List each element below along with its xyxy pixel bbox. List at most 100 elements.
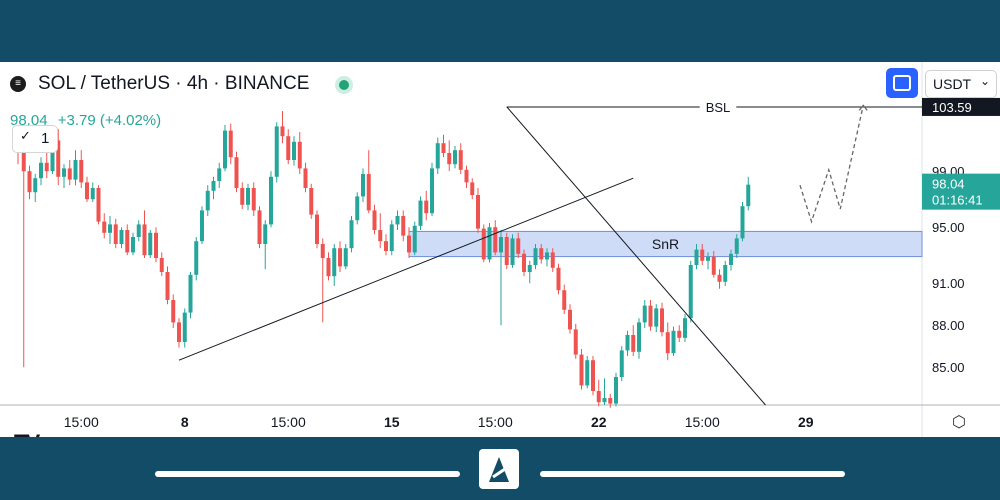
- candle: [297, 132, 302, 174]
- brand-logo: [479, 449, 519, 489]
- candle: [665, 322, 670, 361]
- candle: [102, 213, 107, 239]
- candle-body: [504, 237, 509, 265]
- bsl-label-bg: [699, 98, 737, 116]
- candle-body: [487, 227, 492, 260]
- candle: [33, 174, 38, 202]
- candle: [464, 165, 469, 188]
- x-tick-label: 8: [181, 414, 189, 430]
- candle-body: [79, 160, 84, 183]
- candle: [401, 210, 406, 242]
- candle-body: [568, 309, 572, 330]
- y-tick-label: 95.00: [932, 220, 965, 235]
- symbol-title[interactable]: SOL / TetherUS · 4h · BINANCE: [38, 73, 310, 94]
- candle-body: [711, 256, 716, 275]
- candlestick-chart[interactable]: SnRBSL85.0088.0091.0095.0099.00103.5998.…: [0, 62, 1000, 437]
- candle-body: [510, 238, 515, 265]
- candle-body: [343, 248, 348, 267]
- candle-body: [412, 225, 417, 253]
- top-band: [0, 0, 1000, 62]
- candle: [516, 232, 521, 258]
- candle: [211, 176, 216, 200]
- candle: [56, 129, 61, 186]
- candle: [177, 318, 181, 348]
- candle: [424, 190, 429, 221]
- currency-select[interactable]: USDT ⌄: [925, 70, 997, 98]
- bsl-label: BSL: [706, 100, 731, 115]
- candle: [136, 220, 141, 242]
- settings-icon[interactable]: ⬡: [952, 414, 966, 431]
- candle-body: [315, 214, 319, 244]
- y-tick-label: 91.00: [932, 276, 965, 291]
- candle-body: [395, 216, 400, 225]
- candle-body: [177, 322, 181, 342]
- candle-body: [688, 265, 693, 319]
- candle-body: [33, 178, 38, 193]
- candle-body: [447, 153, 452, 165]
- candle: [527, 260, 532, 284]
- candle-body: [573, 329, 578, 355]
- candle-body: [338, 248, 342, 267]
- candle: [355, 192, 360, 225]
- legend-collapse-button[interactable]: ✓ 1: [12, 125, 58, 153]
- candle-body: [579, 354, 584, 386]
- candle-body: [734, 238, 739, 254]
- bsl-price-tag-text: 103.59: [932, 100, 972, 115]
- candle-body: [401, 216, 406, 236]
- candle-body: [516, 238, 521, 254]
- candle-body: [458, 150, 463, 170]
- candle: [194, 237, 199, 281]
- indicator-count: 1: [41, 130, 50, 147]
- candle-body: [418, 200, 423, 226]
- candle: [746, 176, 751, 211]
- x-tick-label: 15:00: [64, 414, 99, 430]
- candle-body: [136, 224, 141, 237]
- candle: [579, 349, 584, 390]
- trendline: [178, 177, 634, 361]
- candle: [706, 252, 710, 270]
- candle-body: [142, 224, 147, 256]
- candle: [361, 168, 365, 202]
- candle-body: [384, 241, 388, 251]
- candle: [113, 218, 118, 249]
- candle: [338, 241, 342, 272]
- candle-body: [182, 312, 187, 342]
- candle-body: [660, 308, 664, 333]
- candle: [286, 129, 291, 165]
- candle-body: [39, 162, 43, 179]
- candle: [671, 326, 676, 356]
- candle-body: [320, 244, 325, 258]
- candle-body: [631, 335, 636, 352]
- candle-body: [108, 224, 112, 233]
- candle-body: [67, 168, 72, 180]
- candle: [378, 213, 383, 249]
- candle-body: [700, 249, 705, 261]
- candle: [481, 224, 486, 263]
- candle-body: [148, 232, 153, 256]
- candle: [79, 150, 84, 188]
- candle-body: [297, 141, 302, 169]
- candle: [504, 232, 509, 270]
- candle: [27, 165, 32, 200]
- candle-body: [73, 160, 78, 180]
- candle-body: [228, 130, 233, 158]
- candle-body: [188, 274, 193, 313]
- fullscreen-button[interactable]: [886, 68, 918, 98]
- candle-body: [211, 181, 216, 191]
- candle: [648, 300, 653, 331]
- candle: [476, 188, 480, 233]
- candle: [412, 221, 417, 256]
- candle: [458, 143, 463, 174]
- candle-body: [332, 248, 337, 277]
- candle: [280, 111, 285, 144]
- candle: [573, 323, 578, 359]
- candle: [21, 143, 26, 368]
- candle-body: [556, 267, 561, 291]
- candle-body: [269, 176, 273, 225]
- candle-body: [407, 235, 411, 253]
- candle: [125, 224, 130, 256]
- tradingview-logo[interactable]: TV: [14, 430, 40, 437]
- candle: [73, 150, 78, 186]
- candle-body: [27, 171, 32, 193]
- candle: [510, 234, 515, 268]
